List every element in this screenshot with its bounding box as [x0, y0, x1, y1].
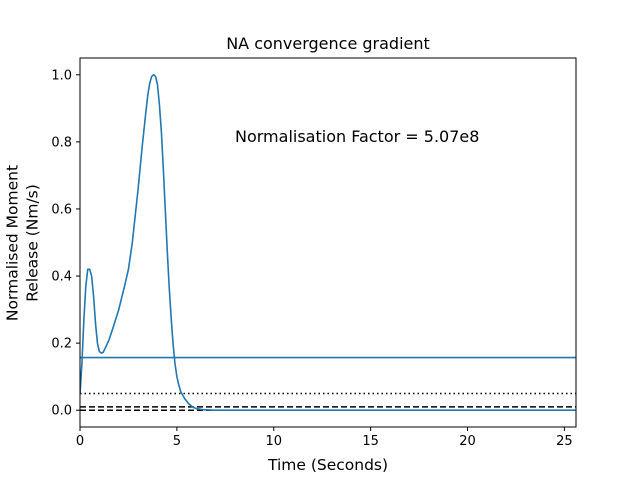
y-axis-label-line-2: Release (Nm/s) [24, 184, 42, 302]
y-tick-label: 1.0 [51, 68, 72, 83]
y-tick-label: 0.0 [51, 404, 72, 419]
y-tick-label: 0.4 [51, 270, 72, 285]
normalisation-factor-annotation: Normalisation Factor = 5.07e8 [235, 127, 479, 146]
x-axis-label: Time (Seconds) [267, 456, 388, 474]
series-line-0 [80, 73, 576, 412]
x-tick-label: 20 [459, 434, 476, 449]
y-axis-label-line-1: Normalised Moment [4, 165, 22, 321]
x-tick-label: 0 [76, 434, 84, 449]
plot-frame [79, 57, 577, 428]
y-tick-label: 0.6 [51, 202, 72, 217]
x-tick-label: 5 [173, 434, 181, 449]
chart-title: NA convergence gradient [226, 34, 430, 53]
plot-area: 0 5 10 15 20 25 0.0 0.2 0.4 0.6 0.8 1.0 [51, 57, 577, 449]
y-tick-label: 0.2 [51, 337, 72, 352]
x-tick-label: 15 [362, 434, 379, 449]
x-tick-label: 10 [265, 434, 282, 449]
y-tick-label: 0.8 [51, 135, 72, 150]
x-tick-label: 25 [556, 434, 573, 449]
